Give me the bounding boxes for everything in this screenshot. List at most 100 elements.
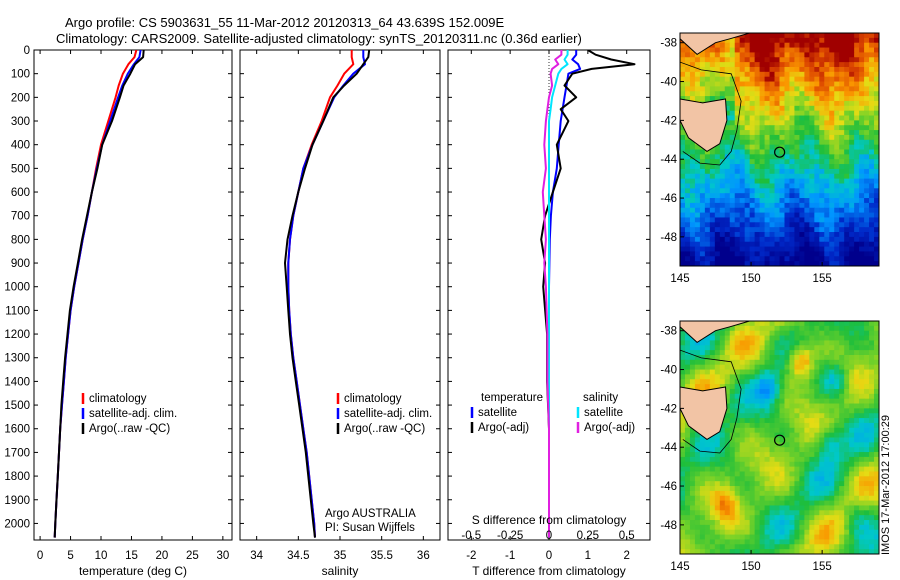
map-cell bbox=[719, 350, 726, 356]
map-cell bbox=[734, 261, 741, 266]
map-cell bbox=[804, 442, 810, 448]
map-cell bbox=[709, 452, 716, 458]
map-cell bbox=[834, 76, 840, 83]
map-cell bbox=[704, 256, 711, 262]
map-cell bbox=[784, 76, 791, 83]
difference-axis-ticks: -2 -1 0 1 2 bbox=[448, 49, 650, 562]
map-cell bbox=[849, 125, 855, 131]
map-cell bbox=[779, 120, 786, 126]
salinity-axis-ticks: 34 34.5 35 35.5 36 bbox=[240, 49, 440, 562]
map-cell bbox=[844, 461, 850, 468]
map-cell bbox=[749, 481, 756, 487]
map-cell bbox=[764, 388, 771, 395]
map-cell bbox=[749, 178, 756, 185]
map-cell bbox=[734, 71, 741, 78]
map-cell bbox=[694, 261, 701, 266]
map-cell bbox=[869, 81, 875, 87]
map-cell bbox=[854, 437, 860, 443]
map-cell bbox=[709, 168, 716, 175]
map-cell bbox=[779, 71, 786, 78]
map-cell bbox=[744, 466, 751, 473]
map-cell bbox=[739, 57, 746, 63]
map-cell bbox=[829, 500, 835, 507]
map-cell bbox=[854, 418, 860, 424]
map-cell bbox=[819, 139, 825, 146]
map-cell bbox=[849, 202, 855, 209]
map-cell bbox=[874, 384, 879, 390]
map-cell bbox=[739, 71, 746, 78]
map-cell bbox=[709, 476, 716, 482]
map-cell bbox=[719, 251, 726, 257]
map-cell bbox=[789, 456, 796, 463]
map-cell bbox=[699, 71, 706, 78]
map-cell bbox=[824, 222, 830, 228]
map-cell bbox=[789, 490, 796, 497]
map-cell bbox=[809, 241, 815, 248]
map-cell bbox=[799, 62, 805, 68]
map-cell bbox=[764, 422, 771, 429]
map-cell bbox=[779, 461, 786, 468]
map-cell bbox=[704, 52, 711, 58]
map-cell bbox=[784, 345, 791, 351]
map-cell bbox=[864, 398, 870, 405]
map-cell bbox=[729, 86, 736, 92]
map-cell bbox=[714, 57, 721, 63]
map-cell bbox=[749, 139, 756, 146]
map-cell bbox=[864, 325, 870, 332]
map-cell bbox=[739, 159, 746, 165]
map-cell bbox=[844, 534, 850, 541]
map-cell bbox=[714, 198, 721, 204]
map-cell bbox=[829, 212, 835, 219]
map-cell bbox=[759, 42, 766, 49]
map-cell bbox=[774, 393, 781, 400]
map-cell bbox=[744, 335, 751, 342]
map-cell bbox=[819, 100, 825, 107]
map-cell bbox=[864, 471, 870, 477]
map-cell bbox=[699, 520, 706, 526]
map-cell bbox=[844, 359, 850, 366]
map-cell bbox=[714, 350, 721, 356]
map-cell bbox=[724, 471, 731, 477]
map-cell bbox=[814, 495, 820, 502]
map-cell bbox=[779, 164, 786, 170]
map-cell bbox=[844, 335, 850, 342]
map-cell bbox=[839, 198, 845, 204]
map-cell bbox=[680, 164, 686, 170]
map-cell bbox=[849, 159, 855, 165]
map-cell bbox=[729, 227, 736, 233]
map-cell bbox=[684, 57, 691, 63]
map-cell bbox=[824, 393, 830, 400]
map-cell bbox=[829, 134, 835, 141]
map-cell bbox=[784, 437, 791, 443]
map-cell bbox=[689, 236, 696, 243]
map-cell bbox=[819, 524, 825, 531]
map-cell bbox=[739, 134, 746, 141]
map-cell bbox=[794, 86, 800, 92]
map-cell bbox=[844, 149, 850, 155]
map-cell bbox=[824, 202, 830, 209]
map-cell bbox=[784, 52, 791, 58]
map-cell bbox=[869, 515, 875, 521]
map-cell bbox=[749, 241, 756, 248]
map-cell bbox=[864, 144, 870, 151]
map-cell bbox=[729, 236, 736, 243]
map-cell bbox=[869, 76, 875, 83]
map-cell bbox=[859, 466, 865, 473]
map-cell bbox=[719, 340, 726, 346]
map-cell bbox=[689, 466, 696, 473]
map-cell bbox=[869, 354, 875, 361]
map-cell bbox=[689, 364, 696, 371]
depth-tick-label: 1800 bbox=[4, 471, 30, 483]
map-cell bbox=[859, 96, 865, 102]
map-cell bbox=[789, 481, 796, 487]
map-cell bbox=[829, 47, 835, 54]
map-cell bbox=[834, 350, 840, 356]
map-cell bbox=[849, 52, 855, 58]
map-cell bbox=[809, 236, 815, 243]
map-cell bbox=[764, 398, 771, 405]
map-cell bbox=[819, 408, 825, 414]
map-cell bbox=[789, 202, 796, 209]
map-cell bbox=[794, 232, 800, 238]
map-cell bbox=[749, 442, 756, 448]
map-cell bbox=[824, 432, 830, 439]
